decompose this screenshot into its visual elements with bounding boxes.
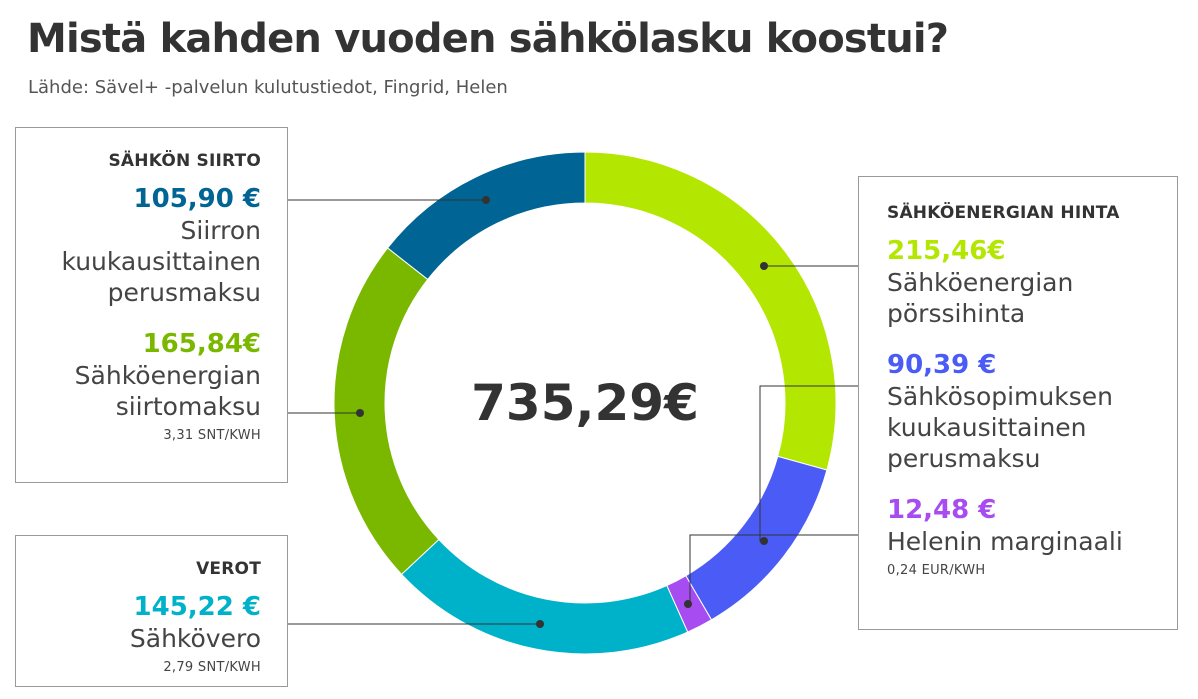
donut-slices [333, 151, 837, 655]
energy-title: SÄHKÖENERGIAN HINTA [887, 203, 1120, 223]
margin-item: 12,48 € Helenin marginaali 0,24 EUR/KWH [887, 494, 1167, 578]
contract-base-desc: Sähkösopimuksen kuukausittainen perusmak… [887, 382, 1113, 473]
tax-unit: 2,79 SNT/KWH [163, 660, 261, 675]
leader-transfer-base-dot [482, 196, 490, 204]
tax-item: 145,22 € Sähkövero 2,79 SNT/KWH [26, 591, 261, 675]
leader-tax-dot [536, 620, 544, 628]
energy-spot-item: 215,46€ Sähköenergian pörssihinta [887, 235, 1167, 329]
transfer-box: SÄHKÖN SIIRTO 105,90 € Siirron kuukausit… [15, 127, 288, 483]
transfer-base-item: 105,90 € Siirron kuukausittainen perusma… [26, 183, 261, 308]
transfer-fee-desc: Sähköenergian siirtomaksu [74, 361, 261, 421]
contract-base-amount: 90,39 € [887, 350, 997, 380]
leader-lines [288, 196, 858, 628]
transfer-fee-item: 165,84€ Sähköenergian siirtomaksu 3,31 S… [26, 328, 261, 443]
energy-spot-amount: 215,46€ [887, 236, 1006, 266]
chart-title: Mistä kahden vuoden sähkölasku koostui? [27, 16, 949, 62]
transfer-fee-amount: 165,84€ [142, 329, 261, 359]
total-label: 735,29€ [471, 374, 699, 432]
transfer-title: SÄHKÖN SIIRTO [108, 151, 261, 171]
leader-contract-base-dot [760, 537, 768, 545]
donut-slice-3 [400, 538, 689, 655]
taxes-box: VEROT 145,22 € Sähkövero 2,79 SNT/KWH [15, 535, 288, 687]
donut-slice-5 [386, 151, 586, 281]
contract-base-item: 90,39 € Sähkösopimuksen kuukausittainen … [887, 349, 1167, 474]
margin-desc: Helenin marginaali [887, 527, 1123, 556]
leader-transfer-fee-dot [356, 409, 364, 417]
transfer-fee-unit: 3,31 SNT/KWH [163, 428, 261, 443]
transfer-base-desc: Siirron kuukausittainen perusmaksu [61, 216, 261, 307]
donut-slice-4 [333, 247, 440, 576]
margin-amount: 12,48 € [887, 495, 997, 525]
margin-unit: 0,24 EUR/KWH [887, 563, 986, 578]
energy-box: SÄHKÖENERGIAN HINTA 215,46€ Sähköenergia… [858, 176, 1178, 630]
tax-amount: 145,22 € [133, 592, 261, 622]
tax-desc: Sähkövero [129, 624, 261, 653]
transfer-base-amount: 105,90 € [133, 184, 261, 214]
leader-margin-dot [684, 600, 692, 608]
donut-slice-1 [685, 455, 828, 621]
energy-spot-desc: Sähköenergian pörssihinta [887, 268, 1074, 328]
chart-source: Lähde: Sävel+ -palvelun kulutustiedot, F… [28, 77, 508, 98]
leader-energy-spot-dot [760, 262, 768, 270]
taxes-title: VEROT [196, 559, 261, 579]
